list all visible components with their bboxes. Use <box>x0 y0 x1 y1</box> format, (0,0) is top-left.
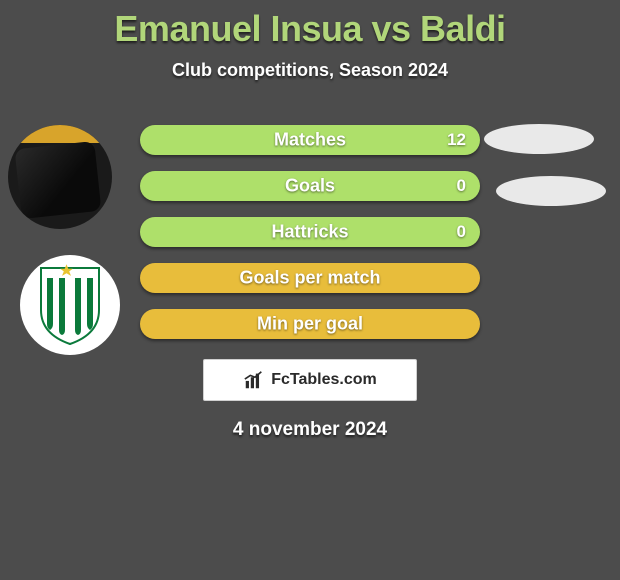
player-ellipse-right <box>484 124 594 154</box>
stats-bars: Matches 12 Goals 0 Hattricks 0 Goals per match… <box>140 125 480 355</box>
stat-bar: Hattricks 0 <box>140 217 480 247</box>
avatar-body-shape <box>15 141 102 219</box>
player-ellipse-right <box>496 176 606 206</box>
stat-bar-value: 0 <box>457 176 466 196</box>
brand-box: FcTables.com <box>203 359 417 401</box>
stat-bar-label: Goals <box>285 176 335 197</box>
stat-bar-label: Matches <box>274 130 346 151</box>
stat-bar-value: 12 <box>447 130 466 150</box>
brand-suffix: Tables.com <box>290 371 377 388</box>
stat-bar: Goals 0 <box>140 171 480 201</box>
stat-bar-label: Min per goal <box>257 314 363 335</box>
footer-date: 4 november 2024 <box>0 419 620 441</box>
club-crest <box>20 255 120 355</box>
player-avatar-left <box>8 125 112 229</box>
stat-bar-value: 0 <box>457 222 466 242</box>
brand-text: FcTables.com <box>271 371 377 389</box>
crest-shield-icon <box>35 264 105 346</box>
page-title: Emanuel Insua vs Baldi <box>0 0 620 50</box>
comparison-content: Matches 12 Goals 0 Hattricks 0 Goals per match… <box>0 125 620 355</box>
avatar-top-band <box>8 125 112 143</box>
stat-bar: Matches 12 <box>140 125 480 155</box>
stat-bar: Min per goal <box>140 309 480 339</box>
stat-bar: Goals per match <box>140 263 480 293</box>
stat-bar-label: Hattricks <box>271 222 348 243</box>
stat-bar-label: Goals per match <box>239 268 380 289</box>
brand-prefix: Fc <box>271 371 290 388</box>
bar-chart-icon <box>243 369 265 391</box>
page-subtitle: Club competitions, Season 2024 <box>0 60 620 81</box>
